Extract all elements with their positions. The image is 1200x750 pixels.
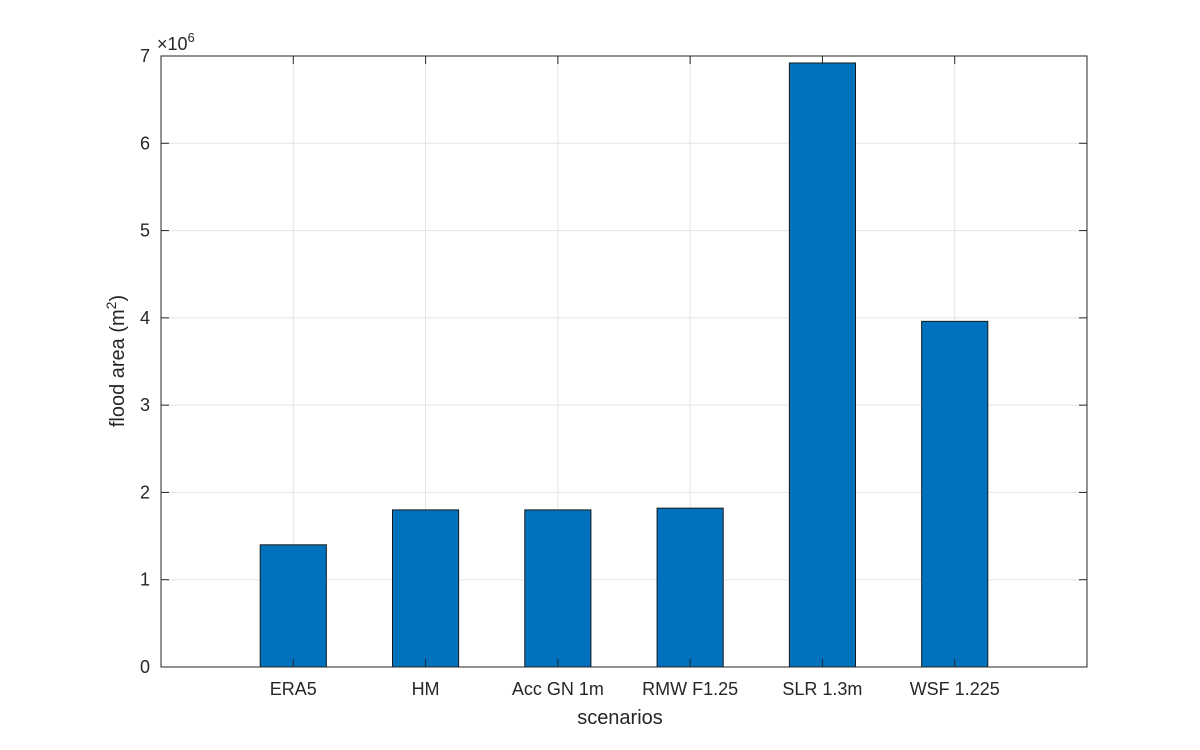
y-tick-label: 5	[140, 221, 150, 241]
ticks-layer: ERA5 HM Acc GN 1m RMW F1.25 SLR 1.3m WSF 1.22…	[140, 46, 1087, 699]
y-tick-label: 6	[140, 133, 150, 153]
bar-acc-gn-1m	[524, 509, 592, 668]
bar-rmw-f1-25	[656, 507, 724, 668]
y-tick-label: 0	[140, 657, 150, 677]
y-tick-label: 7	[140, 46, 150, 66]
x-tick-label: WSF 1.225	[910, 679, 1000, 699]
y-exponent-power: 6	[188, 30, 195, 45]
axes-layer	[160, 55, 1088, 668]
y-axis-label-superscript: 2	[103, 301, 119, 309]
y-tick-label: 4	[140, 308, 150, 328]
x-tick-label: SLR 1.3m	[782, 679, 862, 699]
bar-slr-1-3m	[788, 62, 856, 668]
y-axis-exponent: ×106	[157, 30, 195, 54]
bars-layer	[259, 62, 989, 668]
y-tick-label: 3	[140, 395, 150, 415]
y-tick-label: 1	[140, 570, 150, 590]
y-exponent-base: ×10	[157, 34, 188, 54]
y-tick-label: 2	[140, 482, 150, 502]
plot-frame	[160, 55, 1088, 668]
x-tick-label: Acc GN 1m	[512, 679, 604, 699]
x-axis-label: scenarios	[577, 707, 663, 729]
y-axis-label-suffix: )	[107, 295, 129, 302]
x-tick-label: HM	[412, 679, 440, 699]
y-axis-label: flood area (m2)	[103, 295, 129, 427]
x-tick-label: ERA5	[270, 679, 317, 699]
y-axis-label-main: flood area (m	[107, 309, 129, 427]
x-tick-label: RMW F1.25	[642, 679, 738, 699]
bar-wsf-1-225	[921, 320, 989, 668]
bar-era5	[259, 544, 327, 668]
bar-hm	[392, 509, 460, 668]
